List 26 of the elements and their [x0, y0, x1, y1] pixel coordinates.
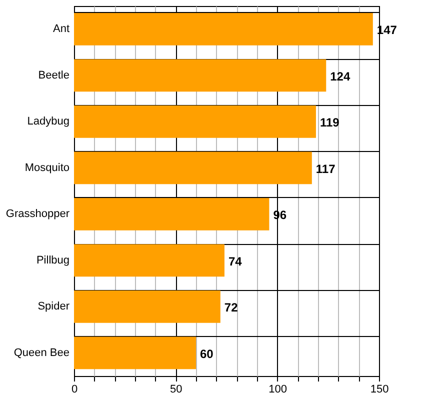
- y-tick-label: Spider: [38, 300, 70, 313]
- y-tick-label: Beetle: [38, 69, 70, 82]
- bar: [74, 244, 224, 277]
- data-label: 119: [320, 116, 340, 130]
- y-tick-label: Mosquito: [24, 162, 70, 174]
- y-tick-label: Ant: [52, 23, 70, 36]
- y-tick-label: Grasshopper: [6, 208, 70, 220]
- bar: [74, 59, 326, 92]
- x-tick-label: 50: [170, 384, 182, 396]
- bar: [74, 336, 196, 370]
- data-label: 72: [224, 300, 238, 315]
- y-tick-label: Queen Bee: [14, 346, 70, 359]
- x-tick-label: 100: [268, 384, 288, 396]
- data-label: 124: [330, 69, 350, 84]
- x-tick-label: 0: [71, 384, 78, 396]
- y-tick-label: Ladybug: [27, 116, 70, 128]
- data-label: 117: [316, 162, 336, 176]
- y-tick-label: Pillbug: [36, 254, 70, 266]
- bar: [74, 198, 270, 230]
- x-tick-label: 150: [370, 384, 389, 396]
- data-label: 60: [200, 346, 214, 361]
- bar: [74, 12, 373, 46]
- bar: [74, 152, 312, 184]
- bar: [74, 290, 220, 323]
- bar: [74, 105, 316, 138]
- data-label: 74: [228, 254, 242, 268]
